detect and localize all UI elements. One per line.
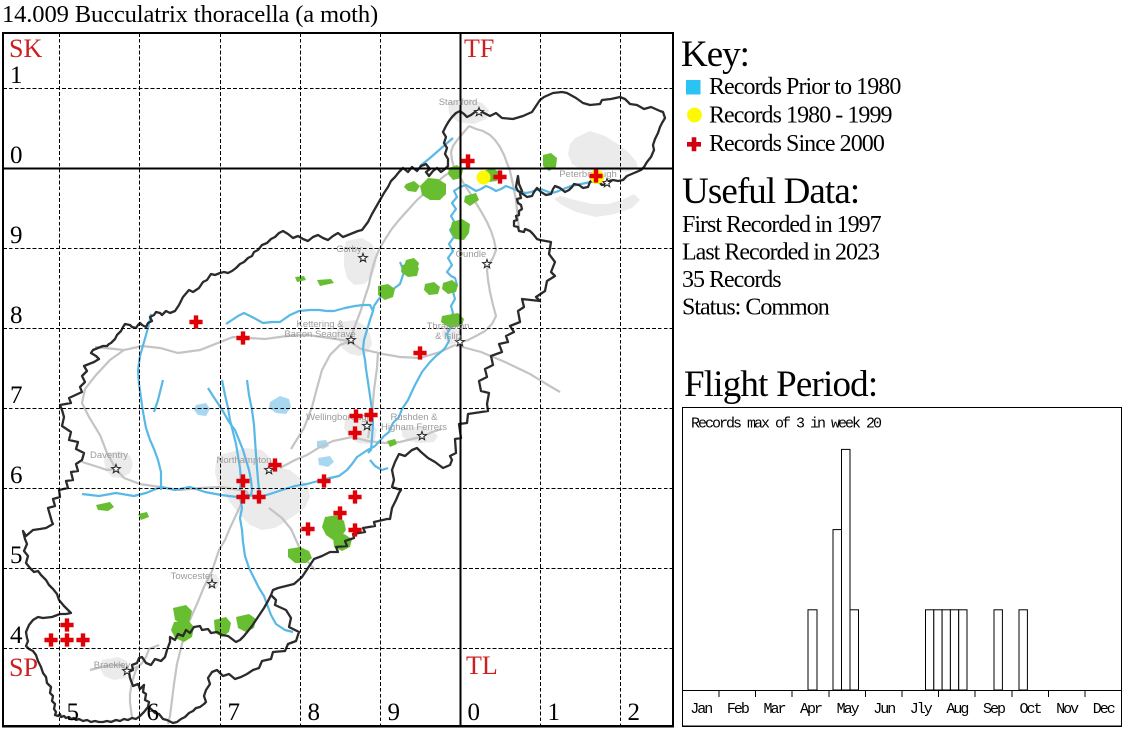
- svg-text:Kettering &: Kettering &: [297, 319, 345, 330]
- svg-text:5: 5: [67, 699, 80, 726]
- svg-text:0: 0: [468, 699, 481, 726]
- svg-text:SP: SP: [9, 653, 38, 682]
- svg-text:Records Since 2000: Records Since 2000: [709, 131, 885, 157]
- svg-text:1: 1: [10, 62, 23, 89]
- svg-text:Rushden &: Rushden &: [390, 412, 438, 423]
- svg-text:Thrapston: Thrapston: [427, 321, 470, 332]
- svg-text:Stamford: Stamford: [439, 97, 478, 108]
- svg-text:4: 4: [10, 622, 23, 649]
- svg-text:Sep: Sep: [983, 701, 1005, 718]
- svg-text:9: 9: [388, 699, 401, 726]
- svg-text:Northampton: Northampton: [217, 455, 272, 466]
- svg-text:14.009 Bucculatrix thoracella: 14.009 Bucculatrix thoracella (a moth): [2, 1, 378, 28]
- svg-text:TL: TL: [466, 651, 498, 680]
- svg-text:TF: TF: [464, 34, 494, 63]
- svg-text:Feb: Feb: [727, 701, 749, 718]
- svg-text:7: 7: [10, 382, 23, 409]
- svg-text:8: 8: [10, 302, 23, 329]
- svg-text:May: May: [837, 701, 860, 718]
- svg-text:Barton Seagrave: Barton Seagrave: [284, 329, 355, 340]
- svg-text:Records max of 3 in week 20: Records max of 3 in week 20: [691, 416, 882, 433]
- svg-text:0: 0: [10, 142, 23, 169]
- svg-text:Daventry: Daventry: [90, 450, 128, 461]
- svg-text:Status: Common: Status: Common: [682, 295, 830, 321]
- svg-text:6: 6: [147, 699, 160, 726]
- svg-text:Corby: Corby: [336, 244, 362, 255]
- svg-text:Apr: Apr: [800, 701, 822, 718]
- svg-text:Towcester: Towcester: [171, 571, 214, 582]
- svg-text:Oundle: Oundle: [456, 249, 487, 260]
- svg-text:SK: SK: [9, 34, 42, 63]
- svg-text:9: 9: [10, 222, 23, 249]
- svg-text:Nov: Nov: [1056, 701, 1079, 718]
- svg-text:& Islip: & Islip: [435, 331, 461, 342]
- svg-text:Mar: Mar: [763, 701, 785, 718]
- svg-text:Peterborough: Peterborough: [559, 169, 617, 180]
- svg-text:Jun: Jun: [873, 701, 895, 718]
- svg-text:35 Records: 35 Records: [682, 267, 781, 293]
- svg-text:1: 1: [548, 699, 561, 726]
- svg-text:6: 6: [10, 462, 23, 489]
- svg-text:Oct: Oct: [1019, 701, 1041, 718]
- svg-text:First Recorded in 1997: First Recorded in 1997: [682, 212, 882, 238]
- svg-text:Key:: Key:: [681, 34, 749, 75]
- svg-text:7: 7: [228, 699, 241, 726]
- svg-text:Useful Data:: Useful Data:: [682, 171, 859, 212]
- svg-text:Higham Ferrers: Higham Ferrers: [381, 422, 447, 433]
- svg-text:Dec: Dec: [1093, 701, 1115, 718]
- svg-text:Aug: Aug: [946, 701, 968, 718]
- svg-text:8: 8: [308, 699, 321, 726]
- svg-text:Records Prior to 1980: Records Prior to 1980: [709, 74, 901, 100]
- svg-text:Flight Period:: Flight Period:: [684, 364, 877, 405]
- svg-text:2: 2: [628, 699, 641, 726]
- svg-text:Wellingborough: Wellingborough: [306, 412, 372, 423]
- svg-text:Brackley: Brackley: [94, 660, 131, 671]
- svg-text:Records 1980 - 1999: Records 1980 - 1999: [709, 103, 893, 129]
- svg-text:Jan: Jan: [690, 701, 712, 718]
- svg-text:Jly: Jly: [910, 701, 933, 718]
- svg-text:Last Recorded in 2023: Last Recorded in 2023: [682, 240, 880, 266]
- svg-text:5: 5: [10, 542, 23, 569]
